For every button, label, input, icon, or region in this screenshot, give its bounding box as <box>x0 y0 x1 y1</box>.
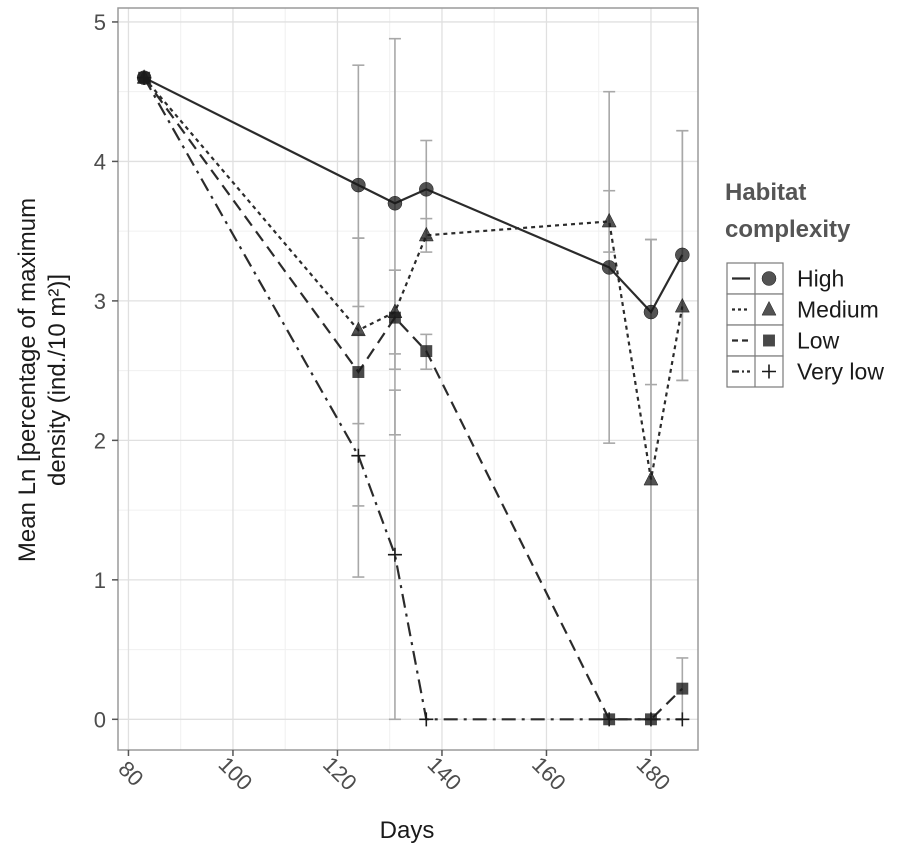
series-markers <box>136 69 690 727</box>
legend-marker-swatch <box>761 300 777 316</box>
legend-label: High <box>797 266 844 292</box>
x-tick-label: 100 <box>214 752 258 796</box>
x-tick-label: 120 <box>318 752 362 796</box>
legend-label: Low <box>797 328 840 354</box>
series-line-high <box>143 76 684 314</box>
data-point-very-low <box>602 712 617 727</box>
y-tick-label: 1 <box>94 568 106 593</box>
data-point-very-low <box>351 448 366 463</box>
y-tick-label: 4 <box>94 149 106 174</box>
data-point-high <box>675 247 690 263</box>
legend-title-line-2: complexity <box>725 216 851 243</box>
series-lines <box>143 76 684 721</box>
y-axis-title: Mean Ln [percentage of maximum density (… <box>14 198 71 562</box>
y-tick-label: 5 <box>94 10 106 35</box>
x-tick-label: 180 <box>632 752 676 796</box>
data-point-medium <box>601 212 617 228</box>
grid <box>118 8 698 750</box>
series-line-medium <box>143 76 684 480</box>
legend-item-low: Low <box>726 324 840 357</box>
data-point-medium <box>674 297 690 313</box>
data-point-high <box>387 196 403 211</box>
y-axis-title-line-1: Mean Ln [percentage of maximum <box>14 198 41 562</box>
x-tick-label: 80 <box>113 756 148 791</box>
data-point-high <box>601 260 617 275</box>
data-point-very-low <box>137 70 152 85</box>
series-line-very-low <box>143 77 683 721</box>
y-tick-label: 2 <box>94 428 106 453</box>
data-point-very-low <box>419 712 434 727</box>
data-point-medium <box>643 470 659 486</box>
data-point-medium <box>418 226 434 242</box>
legend-item-very-low: Very low <box>726 355 884 388</box>
x-tick-label: 160 <box>527 752 571 796</box>
data-point-low <box>420 345 433 358</box>
legend-marker-swatch <box>763 334 775 347</box>
x-tick-label: 140 <box>423 752 467 796</box>
legend-label: Medium <box>797 297 879 323</box>
data-point-low <box>352 366 365 378</box>
y-axis-title-line-2: density (ind./10 m²)] <box>44 274 71 486</box>
legend: Habitat complexity High Medium Low Very low <box>725 179 884 388</box>
legend-label: Very low <box>797 359 884 385</box>
data-point-medium <box>350 321 366 337</box>
series-line-low <box>143 77 684 721</box>
data-point-high <box>643 304 659 320</box>
y-tick-label: 0 <box>94 707 106 732</box>
error-bars <box>352 37 689 721</box>
data-point-very-low <box>675 712 690 727</box>
data-point-high <box>351 177 366 193</box>
data-point-very-low <box>387 547 402 562</box>
legend-title-line-1: Habitat <box>725 179 806 206</box>
plot-panel-border <box>117 7 699 751</box>
legend-item-high: High <box>726 262 844 295</box>
legend-marker-swatch <box>761 271 777 286</box>
legend-item-medium: Medium <box>726 293 879 326</box>
y-tick-label: 3 <box>94 289 106 314</box>
data-point-high <box>419 182 434 197</box>
legend-items: High Medium Low Very low <box>726 262 884 388</box>
data-point-low <box>676 682 689 695</box>
data-point-low <box>388 311 401 324</box>
data-point-very-low <box>643 712 658 727</box>
x-axis-title: Days <box>380 817 435 844</box>
legend-marker-swatch <box>762 364 776 379</box>
